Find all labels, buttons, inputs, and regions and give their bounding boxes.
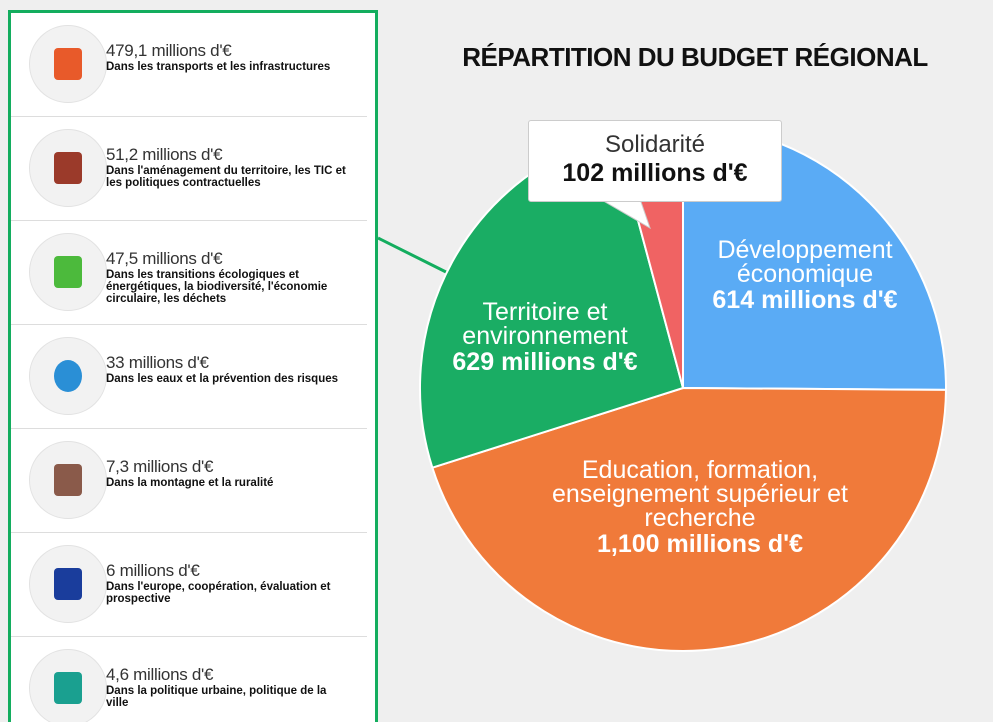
slice-name: Développement économique: [717, 236, 893, 288]
chart-title: RÉPARTITION DU BUDGET RÉGIONAL: [462, 42, 928, 72]
pie-slice: [431, 386, 948, 652]
list-item: 7,3 millions d'€ Dans la montagne et la r…: [11, 429, 367, 533]
slice-value: 102 millions d'€: [562, 159, 748, 187]
list-item: 479,1 millions d'€ Dans les transports et…: [11, 13, 367, 117]
icon-glyph: [54, 152, 82, 184]
item-amount: 4,6 millions d'€: [106, 665, 214, 684]
item-amount: 479,1 millions d'€: [106, 41, 232, 60]
item-icon: [29, 233, 107, 311]
list-item: 47,5 millions d'€ Dans les transitions éc…: [11, 221, 367, 325]
icon-glyph: [54, 464, 82, 496]
slice-name: Territoire et environnement: [462, 298, 628, 350]
item-icon: [29, 25, 107, 103]
icon-glyph: [54, 256, 82, 288]
item-icon: [29, 337, 107, 415]
icon-glyph: [54, 568, 82, 600]
slice-name: Solidarité: [604, 131, 706, 158]
item-icon: [29, 129, 107, 207]
item-amount: 6 millions d'€: [106, 561, 200, 580]
item-description: Dans l'europe, coopération, évaluation e…: [106, 581, 331, 605]
item-amount: 51,2 millions d'€: [106, 145, 223, 164]
slice-value: 614 millions d'€: [712, 286, 898, 314]
item-description: Dans la montagne et la ruralité: [106, 477, 274, 489]
icon-glyph: [54, 360, 82, 392]
item-description: Dans les eaux et la prévention des risqu…: [106, 373, 339, 385]
item-amount: 47,5 millions d'€: [106, 249, 223, 268]
icon-glyph: [54, 672, 82, 704]
item-description: Dans la politique urbaine, politique de …: [106, 685, 327, 709]
list-item: 33 millions d'€ Dans les eaux et la préve…: [11, 325, 367, 429]
slice-label: Territoire et environnement 629 millions …: [425, 298, 665, 376]
item-amount: 7,3 millions d'€: [106, 457, 214, 476]
connector: [377, 236, 447, 274]
slice-value: 629 millions d'€: [452, 348, 638, 376]
slice-name: Education, formation, enseignement supér…: [551, 456, 849, 532]
list-panel: 479,1 millions d'€ Dans les transports et…: [8, 10, 378, 722]
item-description: Dans les transitions écologiques et éner…: [106, 269, 328, 305]
slice-label: Développement économique 614 millions d'€: [690, 236, 920, 314]
item-icon: [29, 545, 107, 623]
icon-glyph: [54, 48, 82, 80]
callout: Solidarité 102 millions d'€: [528, 120, 782, 202]
slice-value: 1,100 millions d'€: [596, 530, 804, 558]
item-icon: [29, 441, 107, 519]
list-item: 51,2 millions d'€ Dans l'aménagement du t…: [11, 117, 367, 221]
item-description: Dans l'aménagement du territoire, les TI…: [106, 165, 346, 189]
item-amount: 33 millions d'€: [106, 353, 209, 372]
list-item: 4,6 millions d'€ Dans la politique urbain…: [11, 637, 367, 722]
item-description: Dans les transports et les infrastructur…: [106, 61, 331, 73]
list-item: 6 millions d'€ Dans l'europe, coopération…: [11, 533, 367, 637]
item-icon: [29, 649, 107, 722]
slice-label: Education, formation, enseignement supér…: [520, 456, 880, 558]
